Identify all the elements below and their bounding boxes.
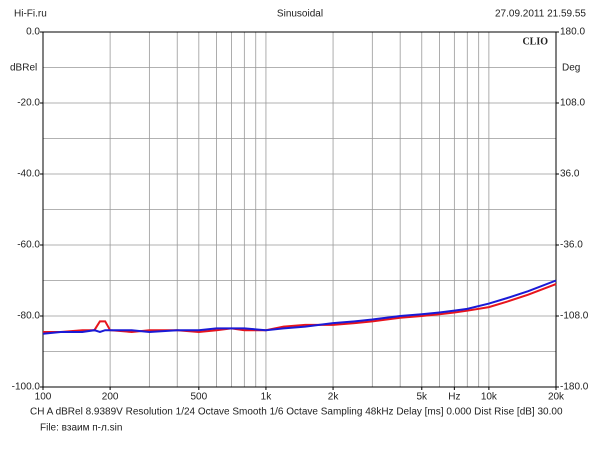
footer: CH A dBRel 8.9389V Resolution 1/24 Octav… [30, 407, 563, 418]
y2-tick-label: 36.0 [560, 169, 580, 180]
y-tick-label: -40.0 [17, 169, 40, 180]
x-tick-label: 500 [190, 392, 207, 403]
y-tick-label: 0.0 [26, 27, 40, 38]
x-tick-label: 10k [481, 392, 498, 403]
x-tick-label: 1k [261, 392, 273, 403]
header-right: 27.09.2011 21.59.55 [495, 9, 586, 20]
y2-tick-label: -108.0 [560, 311, 589, 322]
y2-tick-label: -180.0 [560, 382, 589, 393]
y-tick-label: -80.0 [17, 311, 40, 322]
x-tick-label: 5k [416, 392, 428, 403]
y-tick-label: -60.0 [17, 240, 40, 251]
y2-label: Deg [562, 63, 580, 74]
series-line [42, 279, 557, 335]
file-label: File: взаим п-л.sin [40, 423, 122, 434]
brand: CLIO [522, 36, 548, 47]
x-tick-label: 100 [35, 392, 52, 403]
y2-tick-label: 180.0 [560, 27, 585, 38]
x-tick-label: 2k [328, 392, 340, 403]
x-tick-label: 20k [548, 392, 565, 403]
y-tick-label: -20.0 [17, 98, 40, 109]
y-tick-label: -100.0 [12, 382, 41, 393]
x-tick-label: Hz [448, 392, 460, 403]
y2-tick-label: -36.0 [560, 240, 583, 251]
plot-frame [42, 31, 557, 388]
y2-tick-label: 108.0 [560, 98, 585, 109]
y-label: dBRel [10, 63, 37, 74]
header-center: Sinusoidal [277, 9, 323, 20]
header-left: Hi-Fi.ru [14, 9, 47, 20]
x-tick-label: 200 [102, 392, 119, 403]
